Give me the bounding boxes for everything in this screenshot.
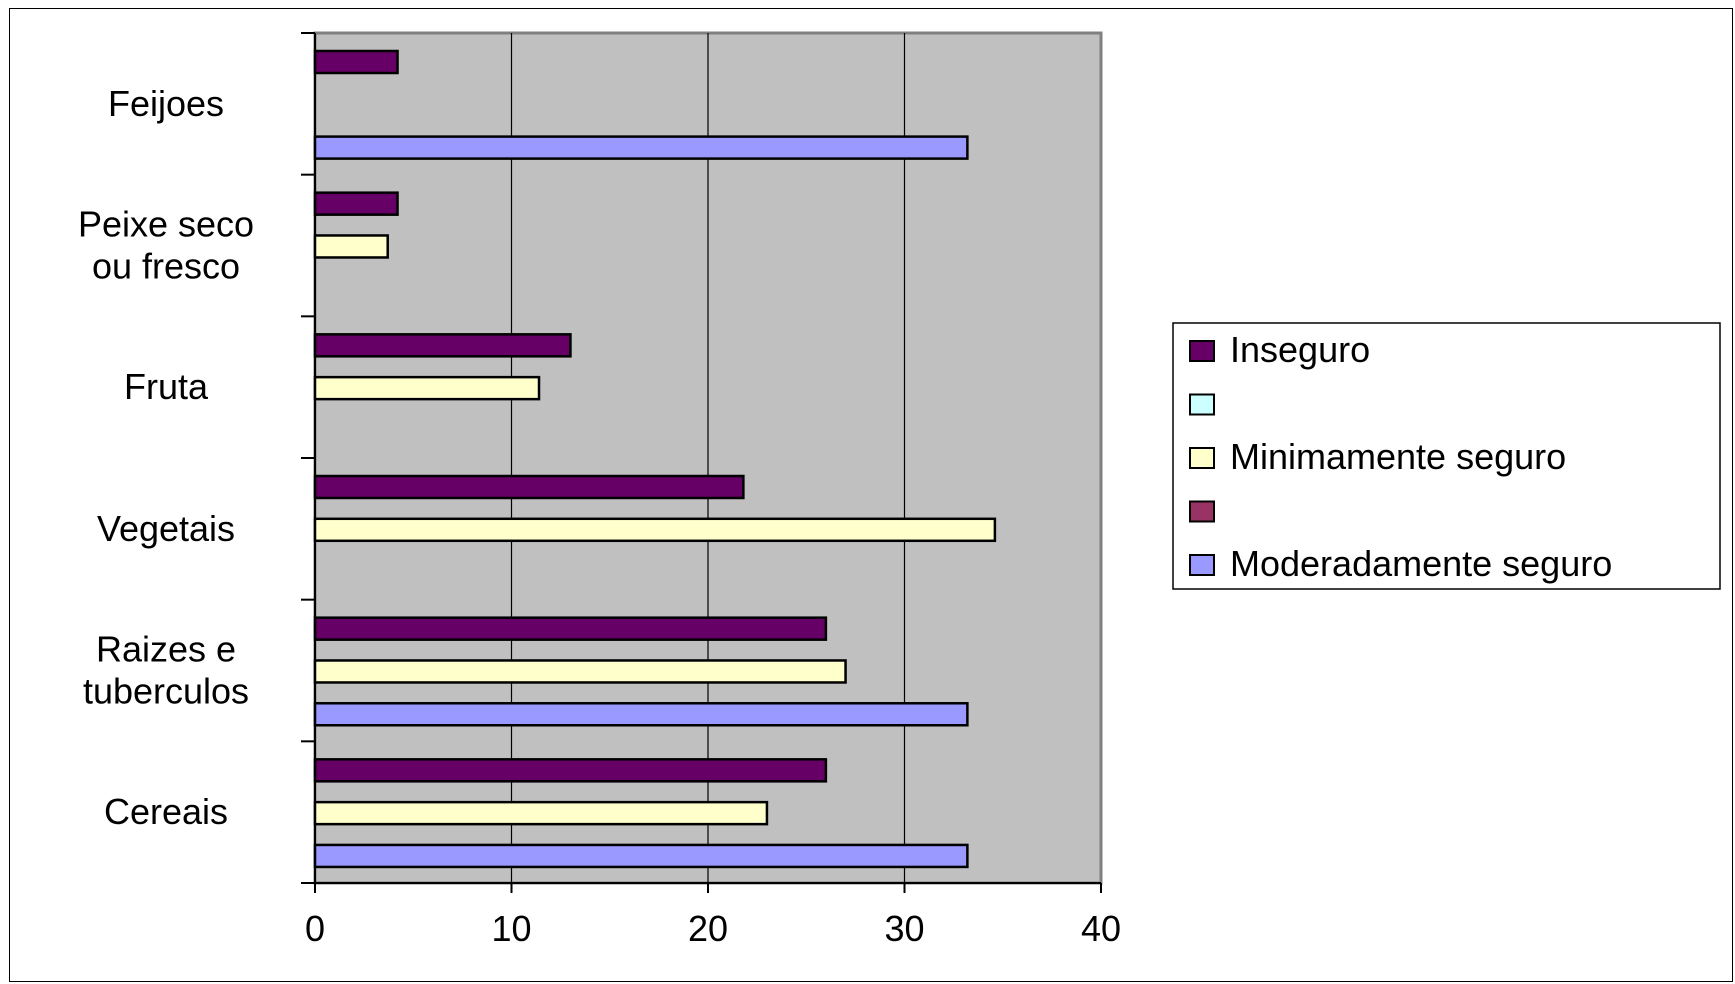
legend-swatch-0 — [1189, 340, 1215, 362]
bar-inseguro-2 — [313, 474, 745, 500]
x-tick-label-40: 40 — [1081, 908, 1121, 949]
bar-minimamente-seguro-1 — [313, 659, 847, 684]
legend-swatch-3 — [1189, 500, 1215, 523]
category-label-line: Peixe seco — [78, 204, 254, 245]
category-label-3: Fruta — [124, 366, 209, 407]
legend-label-2: Minimamente seguro — [1230, 436, 1566, 477]
legend-box — [1172, 322, 1721, 590]
category-label-4: Peixe seco ou fresco — [78, 204, 254, 287]
category-label-5: Feijoes — [108, 83, 224, 124]
category-label-line: ou fresco — [92, 246, 240, 287]
x-tick-label-30: 30 — [884, 908, 924, 949]
bar-moderadamente-seguro-0 — [313, 843, 969, 869]
legend-label-4: Moderadamente seguro — [1230, 543, 1612, 584]
legend-swatch-1 — [1189, 393, 1215, 416]
legend-label-0: Inseguro — [1230, 329, 1370, 370]
bar-moderadamente-seguro-1 — [313, 702, 969, 727]
category-label-0: Cereais — [104, 791, 228, 832]
bar-inseguro-0 — [313, 758, 828, 783]
bar-inseguro-1 — [313, 616, 828, 641]
category-label-line: Feijoes — [108, 83, 224, 124]
category-label-2: Vegetais — [97, 508, 235, 549]
x-tick-label-0: 0 — [305, 908, 325, 949]
category-labels: Cereais Raizes e tuberculos Vegetais Fruta Pe… — [78, 83, 254, 832]
category-label-1: Raizes e tuberculos — [83, 629, 249, 712]
category-label-line: Cereais — [104, 791, 228, 832]
legend-swatch-2 — [1189, 447, 1215, 469]
bar-moderadamente-seguro-5 — [313, 135, 969, 160]
x-tick-label-10: 10 — [491, 908, 531, 949]
bar-inseguro-4 — [313, 191, 399, 216]
axes: 0 10 20 30 40 — [301, 32, 1121, 949]
x-tick-label-20: 20 — [688, 908, 728, 949]
category-label-line: Raizes e — [96, 629, 236, 670]
bar-minimamente-seguro-2 — [313, 517, 997, 543]
category-label-line: Vegetais — [97, 508, 235, 549]
category-label-line: tuberculos — [83, 671, 249, 712]
bar-minimamente-seguro-0 — [313, 800, 769, 826]
bar-minimamente-seguro-4 — [313, 234, 389, 259]
bar-inseguro-5 — [313, 49, 399, 75]
legend-swatch-4 — [1189, 554, 1215, 576]
plot-area — [313, 31, 1103, 885]
bar-minimamente-seguro-3 — [313, 375, 541, 401]
bar-inseguro-3 — [313, 333, 572, 358]
legend: Inseguro Minimamente seguro Moderadamente … — [1172, 322, 1721, 590]
category-label-line: Fruta — [124, 366, 209, 407]
